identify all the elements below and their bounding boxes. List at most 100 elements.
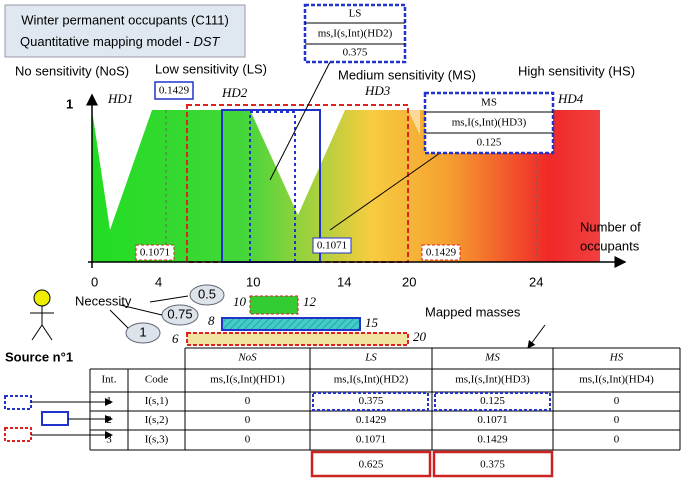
table-subheader: Code: [145, 374, 168, 386]
total-box: [310, 450, 432, 478]
callout-formula: ms,I(s,Int)(HD3): [452, 117, 527, 129]
gap: [250, 110, 345, 215]
necessity-label: Necessity: [75, 293, 132, 308]
table-subheader: ms,I(s,Int)(HD4): [579, 374, 654, 386]
interval-bound: 12: [303, 294, 317, 309]
y-label: 1: [66, 96, 73, 111]
x-tick: 0: [91, 274, 98, 289]
table-cell: I(s,3): [145, 434, 169, 446]
table-cell: 1: [106, 395, 112, 407]
callout-value: 0.125: [477, 137, 502, 149]
callout-formula: ms,I(s,Int)(HD2): [318, 28, 393, 40]
callout-title: LS: [349, 8, 362, 20]
interval-bar-2: [221, 317, 361, 331]
table-cell: 0: [245, 414, 251, 426]
interval-bound: 20: [413, 329, 427, 344]
interval-bound: 8: [208, 313, 215, 328]
x-axis-label: Number of: [580, 219, 641, 234]
connector: [109, 309, 129, 329]
table-subheader: Int.: [102, 374, 117, 386]
highlight: [434, 392, 551, 411]
total: 0.375: [480, 459, 505, 471]
x-axis-label: occupants: [580, 238, 640, 253]
table-cell: 0.1429: [477, 434, 508, 446]
sensitivity-label: High sensitivity (HS): [518, 63, 635, 78]
value-box: [154, 81, 194, 100]
row-marker: [4, 427, 32, 442]
x-tick: 20: [402, 274, 416, 289]
table-cell: 0.375: [359, 395, 384, 407]
x-tick: 24: [529, 274, 543, 289]
table-cell: 2: [106, 414, 112, 426]
total-box: [432, 450, 554, 478]
hd-label: HD2: [221, 85, 248, 100]
table-header: HS: [609, 352, 624, 364]
title-box: [4, 4, 246, 58]
level-bubble: [189, 284, 225, 306]
sensitivity-label: Medium sensitivity (MS): [338, 67, 476, 82]
interval-bar-3: [186, 332, 409, 346]
row-marker: [41, 411, 69, 426]
interval-bound: 6: [172, 331, 179, 346]
x-tick: 14: [337, 274, 351, 289]
table-header: LS: [364, 352, 377, 364]
value-box: [135, 244, 175, 261]
table-header: MS: [484, 352, 500, 364]
pointer: [527, 324, 546, 349]
callout-line: [329, 152, 441, 231]
table-cell: I(s,2): [145, 414, 169, 426]
hd-label: HD4: [557, 91, 584, 106]
subtitle: Quantitative mapping model - DST: [20, 34, 220, 49]
mapped-masses: Mapped masses: [425, 304, 521, 319]
table-cell: 0: [614, 414, 620, 426]
table-cell: 0: [614, 434, 620, 446]
x-tick: 10: [246, 274, 260, 289]
total: 0.625: [359, 459, 384, 471]
graph-value: 0.1071: [140, 247, 170, 259]
gap: [408, 110, 420, 135]
table-cell: 0: [614, 395, 620, 407]
table-cell: 0.125: [480, 395, 505, 407]
callout-line: [269, 61, 331, 181]
level: 0.75: [167, 306, 192, 321]
title: Winter permanent occupants (C111): [21, 12, 229, 27]
sensitivity-label: No sensitivity (NoS): [15, 63, 129, 78]
interval-bar-1: [249, 295, 299, 315]
table-cell: 3: [106, 434, 112, 446]
gap: [92, 110, 152, 230]
connector: [119, 304, 163, 316]
x-tick: 4: [155, 274, 162, 289]
highlight: [312, 392, 429, 411]
table: NoS LS MS HS Int. Code ms,I(s,Int)(HD1) ms,I(s,…: [89, 347, 681, 478]
value-box: [421, 244, 461, 261]
table-cell: 0.1071: [356, 434, 386, 446]
callout-value: 0.375: [343, 47, 368, 59]
graph-value: 0.1071: [317, 240, 347, 252]
table-subheader: ms,I(s,Int)(HD2): [334, 374, 409, 386]
interval-bound: 10: [233, 294, 247, 309]
callout-title: MS: [481, 97, 497, 109]
table-subheader: ms,I(s,Int)(HD3): [455, 374, 530, 386]
row-marker: [4, 395, 32, 410]
table-header: NoS: [237, 352, 257, 364]
hd-label: HD3: [364, 83, 391, 98]
table-cell: 0.1429: [356, 414, 387, 426]
level: 0.5: [198, 286, 216, 301]
interval-bound: 15: [365, 315, 379, 330]
table-cell: 0: [245, 434, 251, 446]
sensitivity-label: Low sensitivity (LS): [155, 61, 267, 76]
callout-box: [423, 91, 555, 155]
subtitle-em: DST: [193, 34, 220, 49]
value-box: [312, 237, 352, 254]
graph-value: 0.1429: [159, 85, 190, 97]
hd-label: HD1: [107, 91, 133, 106]
source: Source n°1: [5, 349, 73, 364]
connector: [149, 295, 189, 303]
subtitle-text: Quantitative mapping model -: [20, 34, 193, 49]
table-cell: 0.1071: [477, 414, 507, 426]
table-cell: I(s,1): [145, 395, 169, 407]
table-subheader: ms,I(s,Int)(HD1): [210, 374, 285, 386]
level-bubble: [125, 322, 161, 344]
